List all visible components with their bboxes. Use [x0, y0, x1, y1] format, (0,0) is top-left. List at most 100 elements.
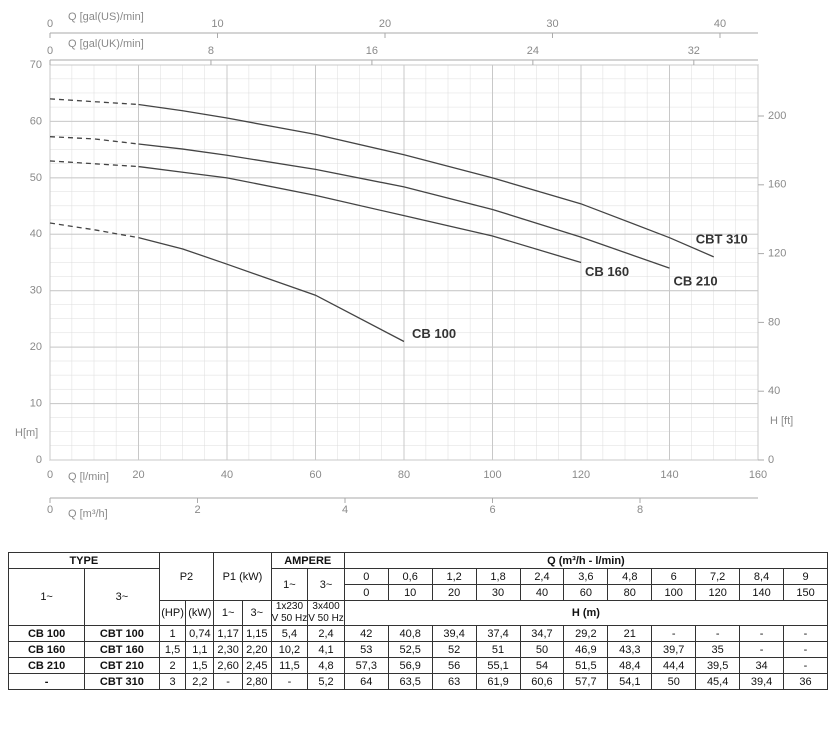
table-row: 0 10 20 30 40 60 80 100 120 140 150 — [9, 584, 828, 601]
table-cell: 4,8 — [307, 657, 345, 674]
table-row: 1~ 3~ 1~ 3~ 0 0,6 1,2 1,8 2,4 3,6 4,8 6 7,2 8,4 9 — [7, 568, 828, 626]
curve — [138, 165, 582, 264]
table-cell: 1~ — [270, 568, 309, 601]
table-cell: 21 — [607, 625, 653, 642]
table-cell: 61,9 — [475, 673, 521, 690]
x-tick-label: 120 — [572, 469, 590, 481]
table-cell: 1~ — [7, 568, 86, 626]
table-cell: AMPERE — [270, 552, 345, 569]
table-cell: 29,2 — [563, 625, 609, 642]
curve — [138, 103, 715, 258]
table-cell: 2 — [158, 657, 187, 674]
table-cell: 53 — [343, 641, 389, 658]
y-tick-label: 10 — [30, 397, 42, 409]
table-row: CB 160 CBT 160 1,5 1,1 2,30 2,20 10,2 4,1 53 52,5… — [7, 641, 828, 658]
table-cell: 2,20 — [241, 641, 272, 658]
tick-label: 120 — [768, 248, 786, 260]
table-cell: - — [783, 625, 828, 642]
table-cell: 10 — [387, 584, 433, 601]
table-cell: CBT 310 — [84, 673, 160, 690]
table-row: CB 210 CBT 210 2 1,5 2,60 2,45 11,5 4,8 57,3 56,9… — [7, 657, 828, 674]
tick-label: 30 — [546, 18, 558, 30]
axis-label: H [ft] — [770, 415, 793, 427]
table-cell: 51 — [475, 641, 521, 658]
table-cell: Q (m³/h - l/min) — [343, 552, 829, 569]
y-tick-label: 0 — [36, 454, 42, 466]
table-cell: (kW) — [185, 600, 215, 626]
curve-label: CBT 310 — [696, 231, 748, 246]
tick-label: 0 — [47, 18, 53, 30]
table-cell: CBT 160 — [84, 641, 160, 658]
x-tick-label: 20 — [132, 469, 144, 481]
table-cell: 40,8 — [387, 625, 433, 642]
table-cell: 57,3 — [343, 657, 389, 674]
table-cell: 1,5 — [185, 657, 215, 674]
tick-label: 16 — [366, 45, 378, 57]
table-cell: H (m) — [343, 600, 829, 626]
table-cell: 3 — [158, 673, 187, 690]
tick-label: 10 — [211, 18, 223, 30]
table-cell: 150 — [783, 584, 828, 601]
table-cell: 45,4 — [695, 673, 741, 690]
table-cell: 2,2 — [185, 673, 215, 690]
tick-label: 24 — [527, 45, 539, 57]
table-cell: 51,5 — [563, 657, 609, 674]
table-cell: 42 — [343, 625, 389, 642]
table-cell: 1,2 — [431, 568, 477, 585]
y-tick-label: 70 — [30, 59, 42, 71]
tick-label: 2 — [194, 504, 200, 516]
table-cell: 56,9 — [387, 657, 433, 674]
table-cell: 52,5 — [387, 641, 433, 658]
tick-label: 40 — [768, 385, 780, 397]
table-cell: - — [270, 673, 309, 690]
table-cell: 39,7 — [651, 641, 697, 658]
table-cell: 11,5 — [270, 657, 309, 674]
table-cell: 39,4 — [431, 625, 477, 642]
table-cell: 39,5 — [695, 657, 741, 674]
table-cell: 56 — [431, 657, 477, 674]
y-tick-label: 50 — [30, 172, 42, 184]
table-cell: 50 — [651, 673, 697, 690]
table-cell: 50 — [519, 641, 565, 658]
table-cell: 1 — [158, 625, 187, 642]
table-cell: 57,7 — [563, 673, 609, 690]
curve — [138, 143, 670, 269]
table-cell: 3~ — [84, 568, 160, 626]
table-cell: 3x400 V 50 Hz — [307, 600, 345, 626]
table-cell: 2,4 — [307, 625, 345, 642]
table-cell: 8,4 — [739, 568, 785, 585]
table-cell: 1,15 — [241, 625, 272, 642]
table-cell: (HP) — [158, 600, 187, 626]
table-cell: 2,4 — [519, 568, 565, 585]
tick-label: 40 — [714, 18, 726, 30]
x-tick-label: 160 — [749, 469, 767, 481]
table-cell: 2,60 — [213, 657, 243, 674]
table-cell: - — [213, 673, 243, 690]
table-cell: 120 — [695, 584, 741, 601]
table-cell: 2,45 — [241, 657, 272, 674]
table-cell: 3~ — [307, 568, 345, 601]
table-cell: CBT 210 — [84, 657, 160, 674]
tick-label: 20 — [379, 18, 391, 30]
x-tick-label: 60 — [309, 469, 321, 481]
table-cell: 1,1 — [185, 641, 215, 658]
table-cell: 2,30 — [213, 641, 243, 658]
table-cell: 54,1 — [607, 673, 653, 690]
table-row: - CBT 310 3 2,2-2,80-5,2 64 63,5 63 61,9 60,6 57,… — [7, 673, 828, 690]
tick-label: 6 — [489, 504, 495, 516]
table-cell: 1x230 V 50 Hz — [270, 600, 309, 626]
table-cell: 44,4 — [651, 657, 697, 674]
table-cell: 7,2 — [695, 568, 741, 585]
table-cell: 5,4 — [270, 625, 309, 642]
table-cell: 1,5 — [158, 641, 187, 658]
table-cell: - — [739, 625, 785, 642]
table-cell: P2 — [158, 552, 215, 601]
table-cell: 64 — [343, 673, 389, 690]
table-cell: CB 210 — [7, 657, 86, 674]
tick-label: 8 — [208, 45, 214, 57]
tick-label: 0 — [47, 504, 53, 516]
table-cell: 140 — [739, 584, 785, 601]
table-cell: 3~ — [241, 600, 272, 626]
table-cell: 46,9 — [563, 641, 609, 658]
